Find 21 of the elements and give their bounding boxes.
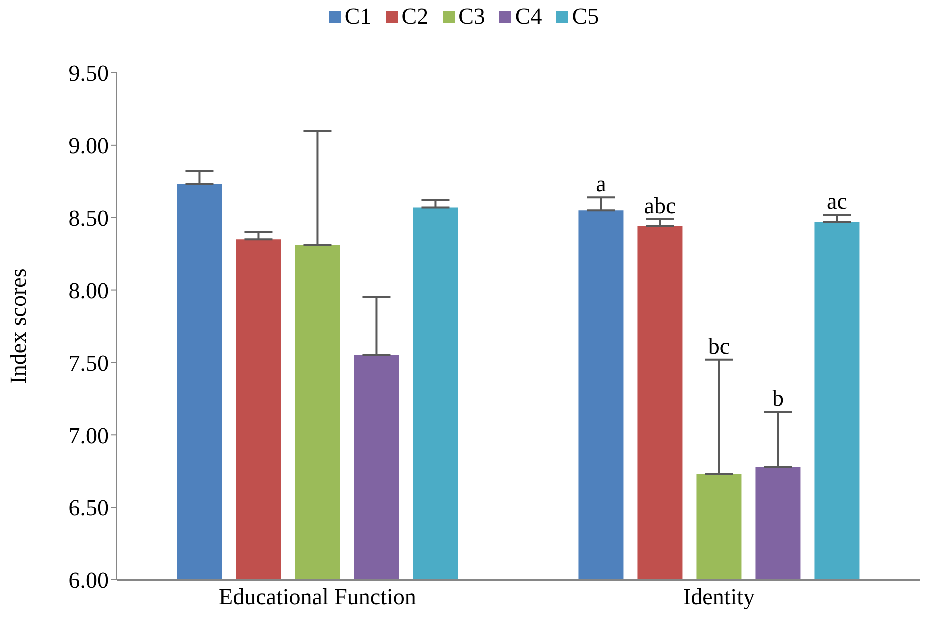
y-tick-label: 7.00 [68,423,109,448]
legend-label: C3 [458,4,486,30]
annotation: b [772,386,784,411]
y-tick-label: 6.50 [68,496,109,521]
legend-label: C5 [572,4,600,30]
y-tick-label: 8.00 [68,278,109,304]
y-tick-label: 9.50 [68,61,109,86]
legend-label: C2 [402,4,429,30]
y-axis-title: Index scores [6,268,32,384]
annotation: ac [827,188,848,214]
y-tick-label: 9.00 [68,134,109,159]
y-tick-label: 6.00 [68,568,109,594]
x-tick-label: Educational Function [219,584,417,610]
x-tick-label: Identity [683,584,756,610]
legend-label: C4 [515,4,542,30]
y-tick-label: 8.50 [68,206,109,232]
annotation: abc [644,193,676,218]
annotation: a [596,172,606,197]
y-tick-label: 7.50 [68,350,109,376]
legend-label: C1 [344,4,372,30]
annotation: bc [708,334,730,359]
